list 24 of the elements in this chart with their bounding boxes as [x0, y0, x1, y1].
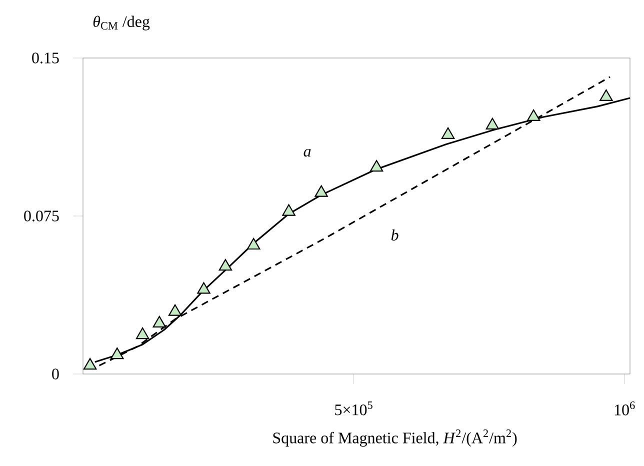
point: [282, 204, 296, 216]
point: [370, 160, 384, 172]
point: [314, 185, 328, 197]
y-tick-label: 0: [52, 368, 59, 380]
annotation: b: [391, 229, 398, 241]
point: [218, 259, 232, 271]
point: [136, 327, 150, 340]
x-axis-title: Square of Magnetic Field, H$^{2}$/(A$^{2}$/m$^{2}$): [273, 430, 517, 447]
x-tick-label: 10$^{6}$: [614, 402, 635, 416]
y-tick-label: 0.15: [32, 52, 59, 64]
point: [486, 118, 500, 130]
point: [246, 238, 260, 250]
annotation: a: [304, 148, 311, 157]
point: [600, 89, 613, 102]
y-tick-label: 0.075: [24, 210, 59, 222]
point: [526, 109, 540, 122]
point: [168, 304, 182, 316]
point: [152, 316, 166, 328]
x-tick-label: 5×10$^{5}$: [335, 402, 372, 416]
point: [83, 358, 97, 370]
point: [441, 127, 455, 139]
point: [197, 282, 210, 294]
y-axis-title: θ$_{CM}$ /deg: [93, 16, 150, 30]
point: [110, 347, 124, 360]
